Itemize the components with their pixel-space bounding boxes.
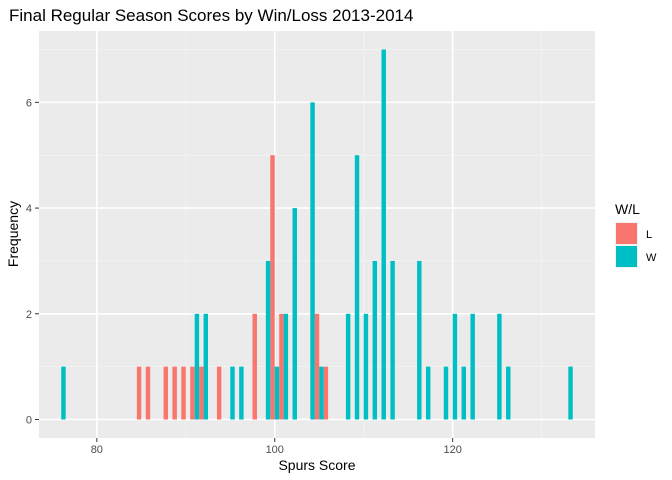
legend-swatch-w: [616, 246, 637, 267]
bar-w: [417, 260, 422, 420]
bar-l: [163, 366, 168, 420]
bar-l: [270, 155, 275, 420]
legend-swatch-l: [616, 223, 637, 244]
y-tick-label: 6: [26, 97, 32, 109]
bar-w: [372, 260, 378, 420]
legend-label-w: W: [646, 252, 657, 264]
bar-w: [230, 366, 235, 420]
bar-w: [506, 366, 511, 420]
x-axis-label: Spurs Score: [278, 457, 355, 473]
y-tick-label: 4: [26, 203, 32, 215]
x-tick-label: 100: [266, 444, 284, 456]
bar-w: [452, 313, 458, 420]
bar-w: [497, 313, 502, 420]
legend: W/L L W: [615, 201, 657, 268]
bar-w: [470, 313, 475, 420]
y-tick-label: 0: [26, 415, 32, 427]
chart-title: Final Regular Season Scores by Win/Loss …: [9, 6, 413, 25]
bar-l: [216, 366, 222, 420]
bar-l: [181, 366, 186, 420]
bar-l: [136, 366, 142, 420]
bar-l: [252, 313, 257, 420]
bar-w: [443, 366, 449, 420]
bar-w: [568, 366, 573, 420]
bar-w: [390, 260, 395, 420]
bar-w: [425, 366, 431, 420]
bar-w: [310, 102, 315, 420]
bar-w: [265, 260, 271, 420]
bar-w: [354, 155, 360, 420]
y-axis-ticks: 0 2 4 6: [26, 97, 39, 427]
x-tick-label: 120: [443, 444, 461, 456]
bar-l: [172, 366, 177, 420]
bar-w: [319, 366, 324, 420]
bar-w: [274, 366, 280, 420]
bar-w: [292, 208, 297, 420]
bar-l: [190, 366, 195, 420]
bar-l: [145, 366, 151, 420]
bar-w: [239, 366, 244, 420]
bar-w: [203, 313, 209, 420]
y-tick-label: 2: [26, 309, 32, 321]
bar-l: [279, 313, 284, 420]
legend-label-l: L: [646, 229, 652, 241]
legend-title: W/L: [615, 201, 640, 217]
x-tick-label: 80: [91, 444, 103, 456]
bar-w: [61, 366, 66, 420]
bar-w: [283, 313, 289, 420]
bar-w: [381, 49, 386, 420]
bar-w: [194, 313, 200, 420]
y-axis-label: Frequency: [5, 201, 21, 267]
bar-l: [323, 366, 329, 420]
bar-w: [461, 366, 467, 420]
bar-l: [199, 366, 204, 420]
bars: [61, 49, 573, 420]
bar-w: [363, 313, 369, 420]
bar-w: [345, 313, 351, 420]
x-axis-ticks: 80 100 120: [91, 438, 462, 456]
bar-l: [314, 313, 320, 420]
